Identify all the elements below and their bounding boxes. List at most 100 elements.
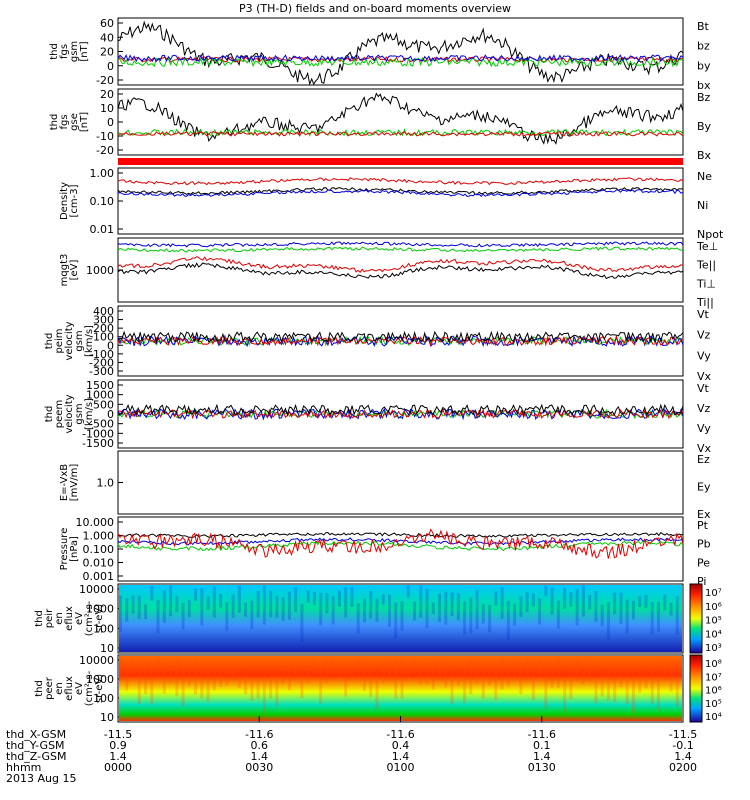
peir-spec-texture xyxy=(600,604,604,627)
peir-spec-texture xyxy=(650,601,654,635)
peer-spec-texture xyxy=(356,658,360,678)
peir-spec-texture xyxy=(575,589,579,626)
Ti-perp-series xyxy=(117,241,684,248)
peir-spec-texture xyxy=(275,595,279,619)
fgs-gsm-ylabel: gsm xyxy=(69,41,80,62)
Bt-series xyxy=(117,20,684,86)
peer-spec-texture xyxy=(494,667,498,700)
peer-spec-texture xyxy=(137,664,141,704)
peem-velocity-Vt-series xyxy=(117,403,684,417)
peer-spec-texture xyxy=(200,669,204,699)
temperature-legend-blue: Ti⊥ xyxy=(696,277,716,290)
fgs-gsm-ytick: 60 xyxy=(100,17,114,30)
peer-spec-texture xyxy=(425,662,429,685)
peer-spec-texture xyxy=(150,668,154,705)
peer-spec-colorbar-label: 10⁸ xyxy=(705,659,722,670)
peim-velocity-ytick: 0 xyxy=(107,339,114,352)
peir-spec-texture xyxy=(169,585,173,617)
peer-spec-texture xyxy=(563,674,567,714)
peir-spec-ylabel: peir xyxy=(44,608,55,628)
peer-spec-ytick: 1000 xyxy=(86,673,114,686)
peer-spec-ytick: 10 xyxy=(100,711,114,724)
peer-spec-texture xyxy=(156,656,160,678)
peir-spec-colorbar-label: 10⁶ xyxy=(705,602,722,613)
peer-spec-texture xyxy=(619,663,623,688)
peim-velocity-Vt-series xyxy=(117,330,684,344)
peir-spec-texture xyxy=(131,595,135,614)
peir-spec-texture xyxy=(212,586,216,618)
pressure-ylabel: Pressure xyxy=(59,528,70,571)
peer-spec-texture xyxy=(125,661,129,691)
peir-spec-texture xyxy=(550,587,554,615)
axis-row-label: thd_Y-GSM xyxy=(6,739,65,752)
peir-spec-image xyxy=(119,585,682,652)
peim-velocity-ytick: 300 xyxy=(93,314,114,327)
peer-spec-texture xyxy=(387,660,391,682)
peer-spec-texture xyxy=(362,660,366,691)
peer-spec-ylabel: en xyxy=(54,682,65,695)
peir-spec-colorbar-label: 10⁴ xyxy=(705,629,722,640)
axis-row-label: hhmm xyxy=(6,761,41,774)
peer-spec-texture xyxy=(500,659,504,690)
peer-spec-texture xyxy=(625,670,629,705)
peim-velocity-ytick: -300 xyxy=(89,365,114,378)
peer-spec-texture xyxy=(488,667,492,686)
temperature-legend-red: Te⊥ xyxy=(696,240,718,253)
peer-spec-texture xyxy=(438,666,442,679)
peer-spec-texture xyxy=(588,670,592,682)
chart-title: P3 (TH-D) fields and on-board moments ov… xyxy=(239,2,511,15)
peer-spec-texture xyxy=(306,668,310,683)
peir-spec-texture xyxy=(231,594,235,618)
peer-spec-image xyxy=(119,656,682,721)
peir-spec-texture xyxy=(425,588,429,629)
peir-spec-texture xyxy=(569,592,573,607)
Ne-series xyxy=(117,177,684,186)
fgs-dsl-legend-red: Bz xyxy=(697,91,711,104)
peer-spec-texture xyxy=(656,674,660,711)
fgs-dsl-legend-green: By xyxy=(697,120,712,133)
peir-spec-texture xyxy=(488,604,492,633)
axis-row-label: 2013 Aug 15 xyxy=(6,772,76,785)
peim-velocity-ylabel: gsm xyxy=(74,330,85,351)
fgs-gsm-ytick: 0 xyxy=(107,60,114,73)
y-gsm-label: 0.9 xyxy=(109,739,127,752)
peir-spec-texture xyxy=(463,601,467,635)
peer-spec-texture xyxy=(262,674,266,715)
peim-velocity-ytick: -200 xyxy=(89,356,114,369)
peir-spec-texture xyxy=(237,585,241,613)
peer-spec-ylabel: sr-eV) xyxy=(94,674,105,703)
fgs-gsm-ylabel: thd xyxy=(49,43,60,60)
peer-spec-texture xyxy=(331,658,335,671)
peer-spec-texture xyxy=(312,659,316,675)
hhmm-label: 0000 xyxy=(104,761,132,774)
peim-velocity-legend-black: Vt xyxy=(697,308,710,321)
peir-spec-texture xyxy=(469,597,473,634)
peir-spec-texture xyxy=(663,594,667,611)
peer-spec-colorbar-label: 10⁴ xyxy=(705,712,722,723)
peir-spec-texture xyxy=(375,598,379,622)
peer-spec-texture xyxy=(663,660,667,680)
efield-legend-green: Ey xyxy=(697,481,711,494)
peir-spec-colorbar xyxy=(689,583,703,654)
peem-velocity-ytick: 1500 xyxy=(86,379,114,392)
peem-velocity-ylabel: peem xyxy=(54,400,65,428)
density-legend-black: Ni xyxy=(697,199,708,212)
fgs-dsl-frame xyxy=(117,88,684,156)
z-gsm-label: 1.4 xyxy=(674,750,692,763)
peer-spec-texture xyxy=(256,675,260,699)
peer-spec-ylabel: peer xyxy=(44,676,55,700)
fgs-dsl-ytick: 10 xyxy=(100,102,114,115)
peir-spec-texture xyxy=(137,595,141,619)
peir-spec-texture xyxy=(331,596,335,625)
fgs-gsm-legend-black: Bt xyxy=(697,20,710,33)
peer-spec-ylabel: (cm²-s- xyxy=(84,670,95,706)
peer-spec-texture xyxy=(119,656,122,678)
peir-spec-ylabel: en xyxy=(54,612,65,625)
hhmm-label: 0200 xyxy=(669,761,697,774)
peer-spec-texture xyxy=(231,661,235,681)
peer-spec-ylabel: eV xyxy=(74,682,85,695)
By-series xyxy=(117,128,684,137)
Pb-series xyxy=(117,528,684,559)
peir-spec-texture xyxy=(219,593,223,608)
peir-spec-texture xyxy=(225,602,229,631)
